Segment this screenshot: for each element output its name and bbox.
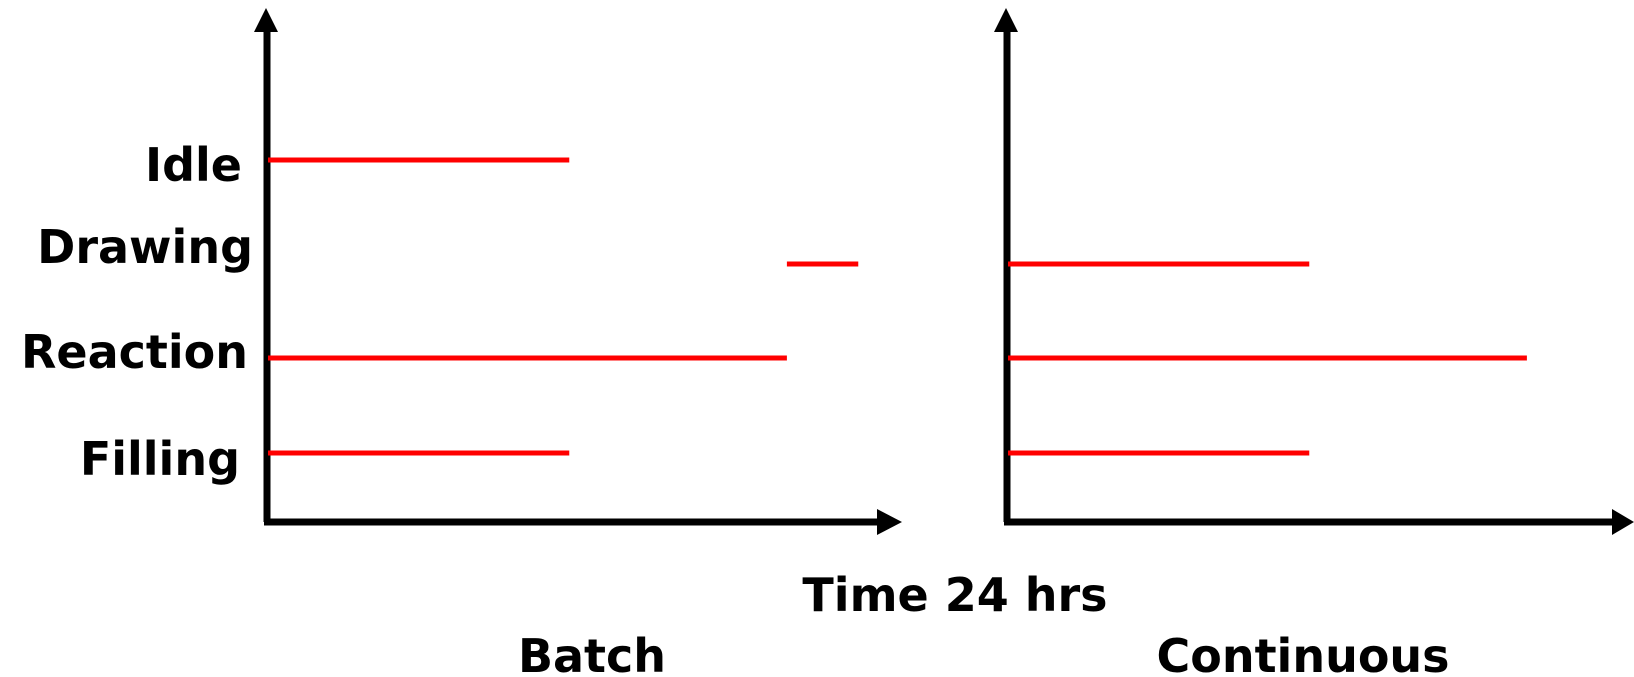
x-axis-label: Time 24 hrs [802, 568, 1107, 622]
batch-segments [268, 157, 859, 456]
batch-y-axis-arrowhead [254, 8, 278, 32]
row-label-idle: Idle [145, 138, 242, 192]
row-label-drawing: Drawing [37, 220, 253, 274]
row-label-filling: Filling [80, 432, 240, 486]
continuous-x-axis-arrowhead [1612, 509, 1634, 535]
continuous-segments [1008, 261, 1527, 456]
row-label-reaction: Reaction [21, 325, 248, 379]
batch-x-axis-arrowhead [877, 509, 902, 535]
batch-caption: Batch [518, 629, 666, 677]
continuous-chart [994, 8, 1634, 535]
continuous-caption: Continuous [1156, 629, 1449, 677]
continuous-y-axis-arrowhead [994, 8, 1018, 32]
batch-chart [254, 8, 902, 535]
